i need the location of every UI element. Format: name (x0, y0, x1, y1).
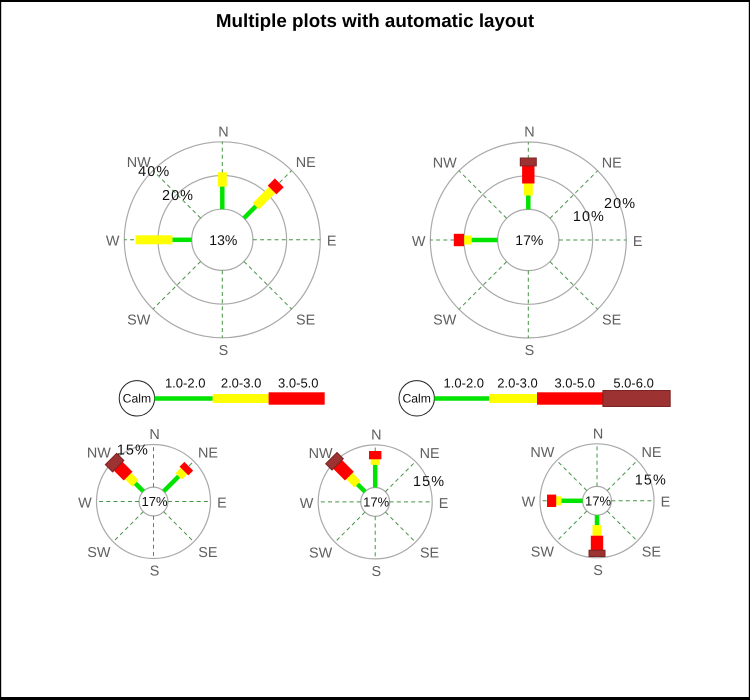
svg-text:17%: 17% (363, 494, 389, 509)
svg-text:E: E (661, 495, 671, 511)
svg-text:3.0-5.0: 3.0-5.0 (278, 376, 318, 391)
svg-text:S: S (150, 564, 160, 580)
svg-text:10%: 10% (573, 209, 605, 225)
svg-text:15%: 15% (117, 443, 149, 459)
svg-text:NW: NW (530, 445, 554, 461)
svg-text:S: S (525, 343, 535, 359)
svg-text:NE: NE (198, 446, 218, 462)
svg-text:Calm: Calm (123, 391, 151, 405)
svg-text:N: N (524, 125, 534, 141)
svg-text:SE: SE (296, 312, 315, 328)
svg-text:2.0-3.0: 2.0-3.0 (497, 376, 537, 391)
svg-text:Calm: Calm (402, 391, 430, 405)
svg-text:NE: NE (420, 446, 440, 462)
svg-text:W: W (78, 495, 92, 511)
svg-text:NE: NE (296, 155, 316, 171)
svg-text:NW: NW (433, 155, 457, 171)
svg-text:SW: SW (127, 312, 151, 328)
svg-text:3.0-5.0: 3.0-5.0 (554, 376, 594, 391)
svg-text:S: S (219, 343, 229, 359)
svg-text:1.0-2.0: 1.0-2.0 (444, 376, 484, 391)
svg-text:E: E (633, 234, 643, 250)
svg-text:17%: 17% (515, 232, 543, 248)
svg-text:NE: NE (602, 155, 622, 171)
svg-text:15%: 15% (413, 474, 445, 490)
svg-text:E: E (327, 234, 337, 250)
svg-text:17%: 17% (585, 493, 611, 508)
svg-text:E: E (439, 496, 449, 512)
svg-text:5.0-6.0: 5.0-6.0 (613, 376, 653, 391)
svg-text:SE: SE (198, 545, 217, 561)
svg-text:SE: SE (420, 545, 439, 561)
svg-text:NW: NW (87, 446, 111, 462)
svg-text:20%: 20% (604, 196, 636, 212)
svg-text:15%: 15% (635, 473, 667, 489)
svg-text:1.0-2.0: 1.0-2.0 (165, 376, 205, 391)
svg-text:Multiple plots with automatic: Multiple plots with automatic layout (216, 10, 535, 31)
svg-text:2.0-3.0: 2.0-3.0 (221, 376, 261, 391)
svg-text:SW: SW (87, 545, 111, 561)
svg-text:NW: NW (127, 155, 151, 171)
svg-text:S: S (593, 563, 603, 579)
svg-text:13%: 13% (209, 232, 237, 248)
svg-text:N: N (149, 427, 159, 443)
svg-text:W: W (106, 234, 120, 250)
svg-text:17%: 17% (141, 494, 167, 509)
svg-text:NE: NE (641, 445, 661, 461)
svg-text:S: S (371, 564, 381, 580)
svg-text:W: W (300, 496, 314, 512)
svg-text:NW: NW (309, 446, 333, 462)
svg-text:N: N (218, 125, 228, 141)
svg-text:W: W (522, 495, 536, 511)
svg-text:W: W (412, 234, 426, 250)
svg-text:20%: 20% (162, 188, 194, 204)
svg-text:E: E (217, 495, 227, 511)
svg-text:N: N (371, 428, 381, 444)
svg-text:SW: SW (531, 544, 555, 560)
svg-text:SW: SW (309, 545, 333, 561)
svg-text:SE: SE (602, 313, 621, 329)
svg-text:40%: 40% (138, 164, 170, 180)
svg-text:SE: SE (642, 544, 661, 560)
svg-text:SW: SW (433, 313, 457, 329)
svg-text:N: N (593, 427, 603, 443)
